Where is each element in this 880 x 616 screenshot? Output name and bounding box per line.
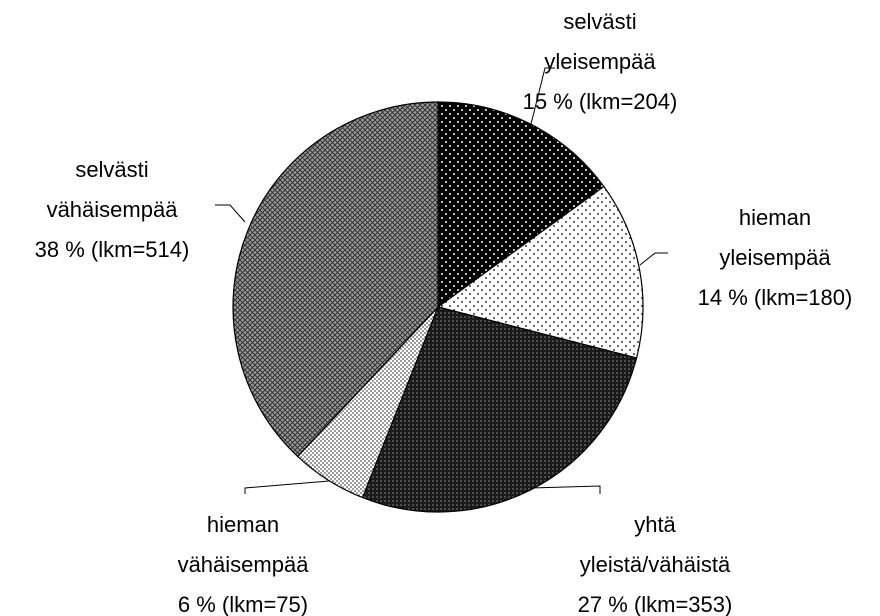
pie-slice (437, 101, 605, 309)
slice-label: yhtä yleistä/vähäistä 27 % (lkm=353) (525, 505, 785, 616)
category-label: hieman vähäisempää (177, 512, 309, 577)
pie-slice (436, 185, 644, 359)
pie-slice (361, 306, 638, 513)
category-label: selvästi yleisempää (544, 9, 656, 74)
value-label: 6 % (lkm=75) (177, 592, 309, 616)
value-label: 14 % (lkm=180) (697, 285, 853, 310)
leader-line (639, 252, 668, 266)
slice-label: hieman yleisempää 14 % (lkm=180) (645, 198, 880, 318)
leader-lines (215, 67, 668, 494)
leader-line (530, 67, 555, 125)
category-label: selvästi vähäisempää (46, 157, 178, 222)
leader-line (215, 204, 246, 223)
value-label: 38 % (lkm=514) (34, 237, 190, 262)
slice-label: hieman vähäisempää 6 % (lkm=75) (113, 505, 373, 616)
value-label: 27 % (lkm=353) (577, 592, 733, 616)
category-label: hieman yleisempää (719, 205, 831, 270)
category-label: yhtä yleistä/vähäistä (579, 512, 731, 577)
pie-slice (232, 101, 439, 458)
slice-label: selvästi vähäisempää 38 % (lkm=514) (0, 150, 242, 270)
leader-line (530, 485, 601, 494)
value-label: 15 % (lkm=204) (522, 89, 678, 114)
slice-label: selvästi yleisempää 15 % (lkm=204) (470, 2, 730, 122)
leader-line (244, 480, 330, 494)
